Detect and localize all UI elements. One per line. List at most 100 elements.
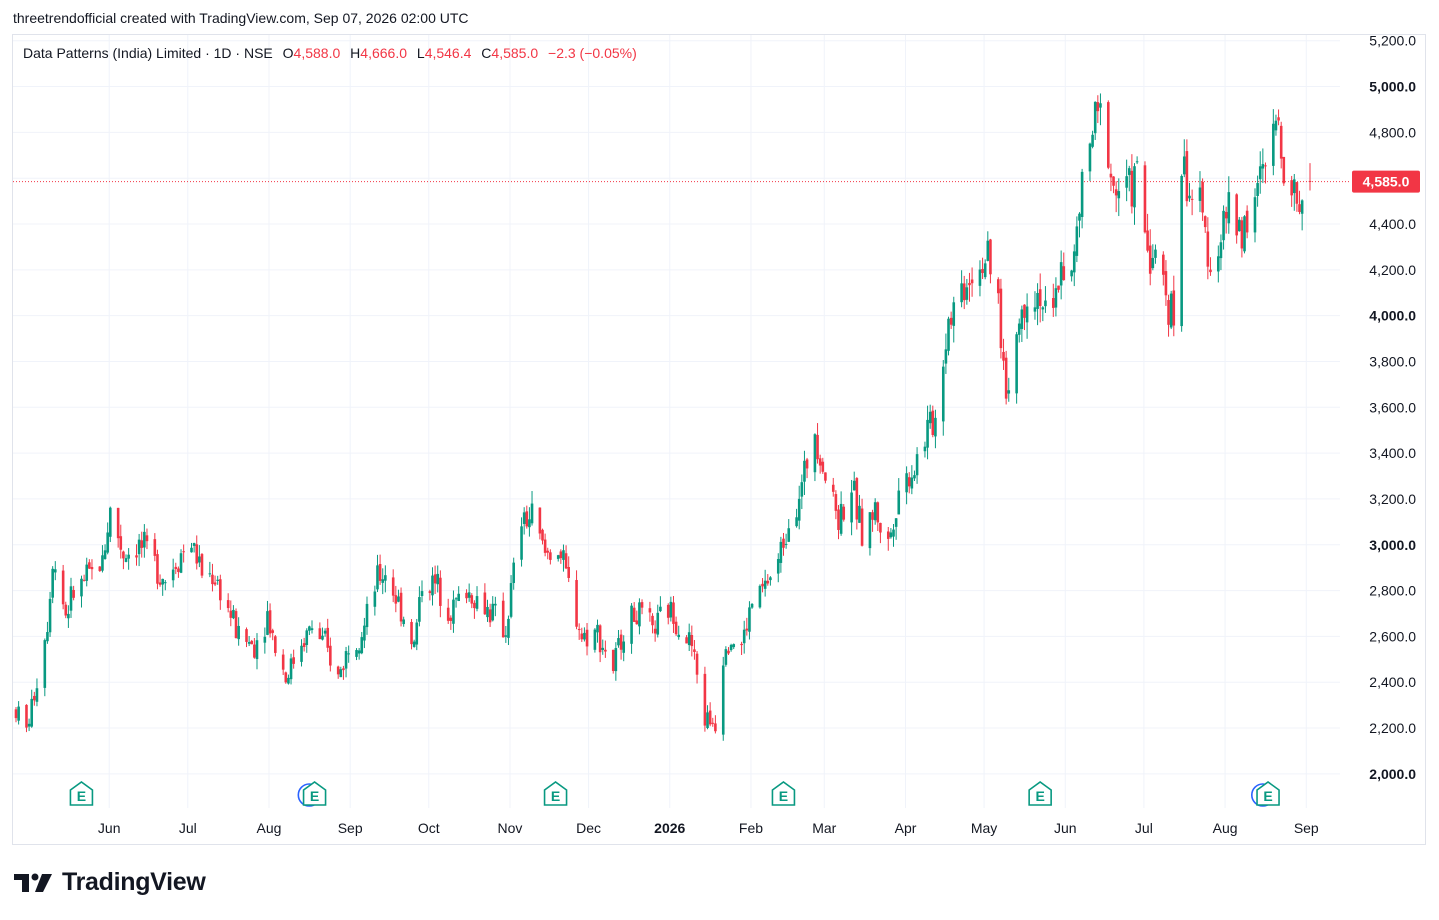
candle-body [868,512,872,549]
candle-body [962,283,966,301]
candle-body [53,569,57,573]
candle [177,566,180,578]
candle [17,701,20,725]
candle [501,592,505,638]
candle-body [926,419,929,448]
candle [302,637,306,652]
earnings-event-icon[interactable]: E [543,781,568,806]
candle [1080,168,1084,229]
chart-caption: threetrendofficial created with TradingV… [13,10,469,26]
candle-body [981,268,984,274]
time-tick-label: 2026 [654,820,685,836]
candle-body [302,643,306,648]
candle [300,639,303,667]
candle-body [905,473,908,493]
candle [693,640,696,660]
candle-body [1036,292,1039,309]
candle-body [800,482,804,497]
event-badge-shape [543,781,568,806]
candle [1130,154,1134,214]
candle [816,423,819,464]
tradingview-brand[interactable]: TradingView [14,868,206,897]
candle-body [1206,231,1210,267]
candle [1298,190,1301,215]
candle-body [153,539,157,556]
candle [1093,101,1097,140]
candle-body [632,607,636,622]
candle-body [116,507,120,539]
candle [1182,139,1186,178]
candle [1203,215,1207,233]
candle-body [748,607,751,632]
candle [491,596,495,622]
candle-body [213,582,217,585]
candle-body [640,602,644,608]
candle [721,656,725,741]
time-tick-label: Oct [418,820,440,836]
candle-body [504,635,508,637]
candle [247,636,251,647]
candle-body [446,607,450,621]
candle-body [1088,143,1092,172]
candle-body [200,554,204,576]
candle [758,584,762,609]
close-value: 4,585.0 [491,45,539,61]
candle [355,648,358,661]
candle-body [431,575,434,596]
earnings-event-icon[interactable]: E [69,781,94,806]
candle-body [357,650,361,654]
candle-body [889,532,893,538]
candle-body [195,544,199,564]
candle-body [1258,166,1262,180]
candle-body [1237,219,1241,232]
candle [1062,252,1066,281]
candle-body [750,603,754,608]
candle [449,615,453,630]
time-axis[interactable]: Jun Jul Aug Sep Oct Nov Dec 2026 Feb Mar Apr May Jun… [98,820,1319,836]
candle [996,277,1000,304]
price-tick-label: 3,200.0 [1369,491,1416,507]
candle [308,625,311,636]
candle-body [98,566,102,571]
time-tick-label: Dec [576,820,601,836]
candle [740,641,743,655]
candle [907,472,911,494]
candle-body [452,599,455,624]
candle-body [373,591,377,607]
candle-body [72,589,75,598]
candle-body [347,653,350,655]
candle-body [179,553,183,573]
candle-body [253,644,256,658]
symbol-legend[interactable]: Data Patterns (India) Limited · 1D · NSE… [23,45,637,61]
candle-body [711,722,715,724]
candle-body [1198,187,1202,201]
candle [559,549,563,564]
candle [813,433,817,482]
candle-body [651,615,654,626]
candle-body [1162,254,1165,275]
candle [145,528,149,550]
earnings-event-icon[interactable]: E [1028,781,1052,806]
candle [564,545,568,570]
candle-body [208,573,212,575]
candle [504,625,508,643]
candle-body [965,287,969,300]
earnings-event-icon[interactable]: E [302,781,327,806]
price-axis[interactable]: 2,000.0 2,200.0 2,400.0 2,600.0 2,800.0 3,000… [1369,33,1416,782]
candle [470,593,474,609]
candle [543,533,547,557]
candle [420,580,424,603]
candle [1112,176,1115,194]
candle-body [465,592,468,599]
candle [1219,234,1223,271]
candle [635,610,639,625]
candle-body [384,575,387,581]
candle-body [127,554,130,559]
candle [318,622,322,640]
earnings-event-icon[interactable]: E [771,781,796,806]
earnings-event-icon[interactable]: E [1256,781,1280,806]
event-badge-letter: E [310,788,319,804]
candle [1240,216,1244,258]
candle-body [1004,357,1008,399]
